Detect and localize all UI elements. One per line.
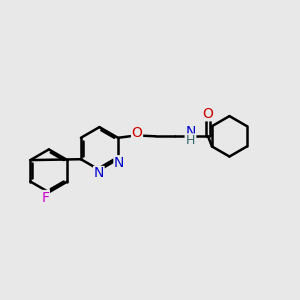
Text: H: H bbox=[186, 134, 195, 147]
Text: O: O bbox=[132, 126, 142, 140]
Text: O: O bbox=[202, 107, 214, 121]
Text: N: N bbox=[114, 156, 124, 170]
Text: F: F bbox=[41, 190, 49, 205]
Text: N: N bbox=[94, 167, 104, 181]
Text: N: N bbox=[185, 125, 196, 139]
